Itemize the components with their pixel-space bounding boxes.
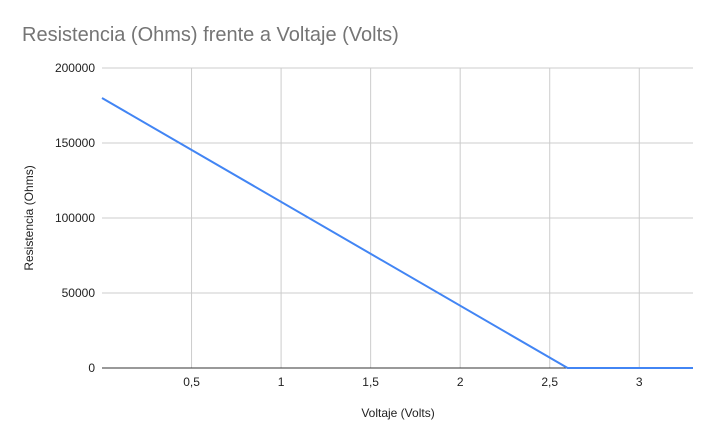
y-tick-label: 200000 <box>55 61 95 75</box>
grid <box>102 67 693 368</box>
x-tick-label: 1 <box>278 375 285 389</box>
x-tick-label: 2 <box>457 375 464 389</box>
x-tick-label: 1,5 <box>362 375 379 389</box>
x-axis-label: Voltaje (Volts) <box>361 406 434 420</box>
x-tick-label: 0,5 <box>183 375 200 389</box>
y-tick-label: 0 <box>88 361 95 375</box>
y-tick-label: 50000 <box>62 286 96 300</box>
series-layer <box>101 97 693 369</box>
x-tick-label: 2,5 <box>541 375 558 389</box>
chart-title: Resistencia (Ohms) frente a Voltaje (Vol… <box>22 24 399 46</box>
tick-labels: 0 50000 100000 150000 200000 0,5 1 1,5 2 2,5 3 <box>55 61 643 389</box>
series-line <box>101 97 693 369</box>
y-tick-label: 100000 <box>55 211 95 225</box>
y-tick-label: 150000 <box>55 136 95 150</box>
x-tick-label: 3 <box>636 375 643 389</box>
y-axis-label: Resistencia (Ohms) <box>22 165 36 270</box>
